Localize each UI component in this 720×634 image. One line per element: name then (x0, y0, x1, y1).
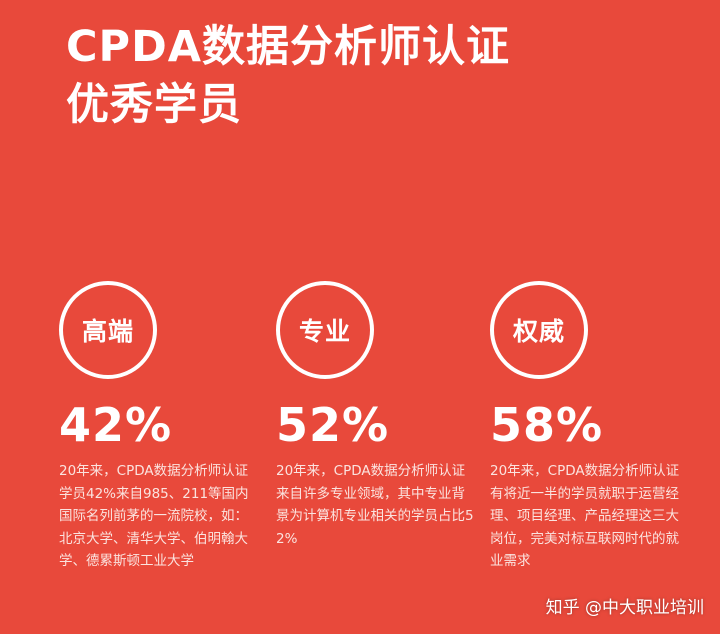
stat-circle-authoritative: 权威 (490, 281, 588, 379)
stat-label: 专业 (298, 317, 351, 346)
stat-description: 20年来，CPDA数据分析师认证学员42%来自985、211等国内国际名列前茅的… (59, 463, 249, 569)
page-title-line-2: 优秀学员 (66, 80, 242, 130)
zhihu-watermark: 知乎 @中大职业培训 (545, 598, 704, 618)
stat-circle-professional: 专业 (276, 281, 374, 379)
stat-column-professional: 专业 52% 20年来，CPDA数据分析师认证来自许多专业领域，其中专业背景为计… (276, 281, 496, 550)
page-title-line-1: CPDA数据分析师认证 (66, 22, 511, 72)
stat-label: 权威 (512, 317, 565, 346)
stat-percent: 52% (276, 398, 390, 452)
stat-column-high-end: 高端 42% 20年来，CPDA数据分析师认证学员42%来自985、211等国内… (59, 281, 279, 573)
stat-circle-high-end: 高端 (59, 281, 157, 379)
stat-percent: 42% (59, 398, 173, 452)
stat-label: 高端 (81, 317, 134, 346)
page-title: CPDA数据分析师认证 优秀学员 (66, 18, 510, 134)
stat-description: 20年来，CPDA数据分析师认证来自许多专业领域，其中专业背景为计算机专业相关的… (276, 463, 474, 547)
stat-description: 20年来，CPDA数据分析师认证有将近一半的学员就职于运营经理、项目经理、产品经… (490, 463, 680, 569)
stat-column-authoritative: 权威 58% 20年来，CPDA数据分析师认证有将近一半的学员就职于运营经理、项… (490, 281, 710, 573)
stat-percent: 58% (490, 398, 604, 452)
